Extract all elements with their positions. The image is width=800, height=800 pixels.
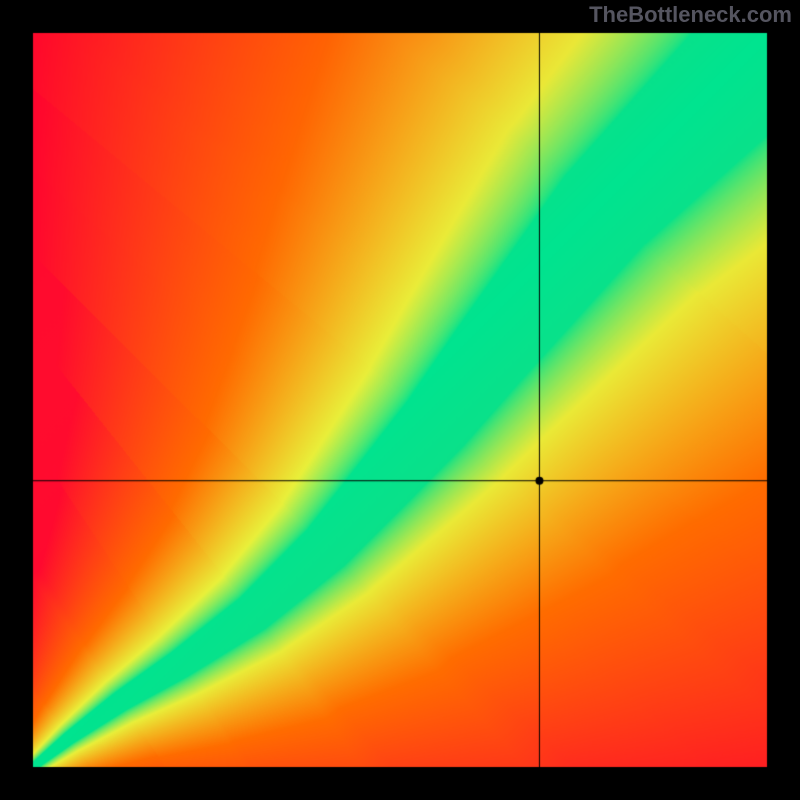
bottleneck-heatmap-canvas bbox=[0, 0, 800, 800]
bottleneck-heatmap-container: TheBottleneck.com bbox=[0, 0, 800, 800]
